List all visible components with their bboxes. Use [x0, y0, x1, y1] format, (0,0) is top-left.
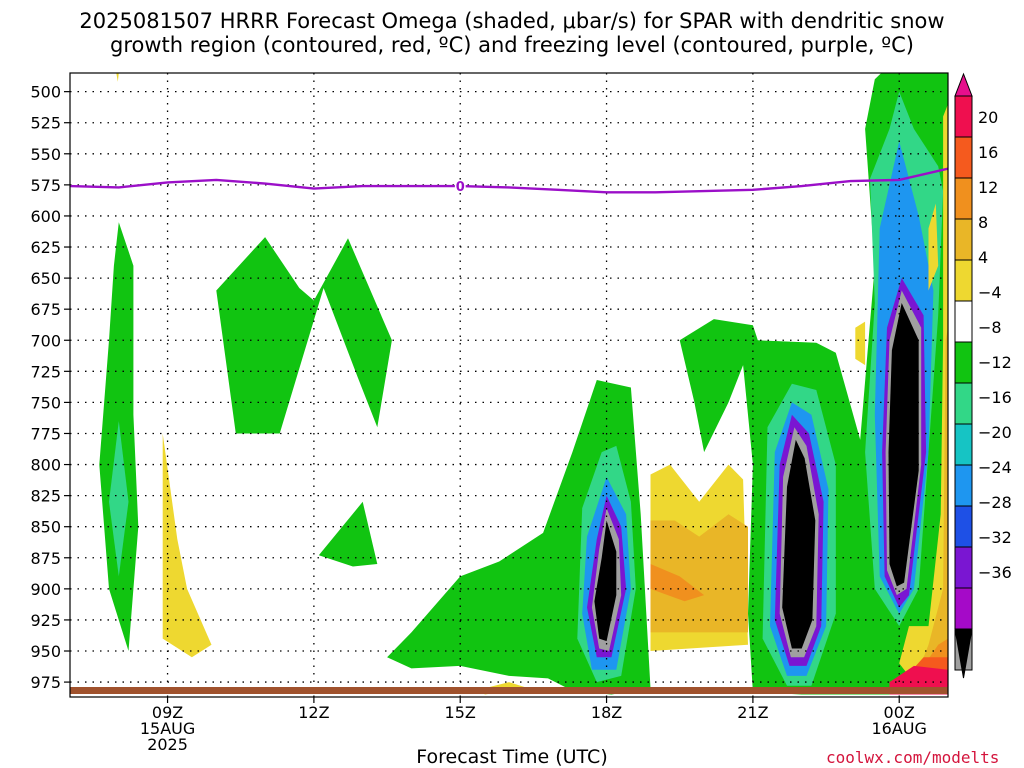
x-tick-label: 16AUG	[872, 719, 927, 738]
y-tick-label: 775	[30, 424, 61, 443]
omega-region-10	[594, 520, 617, 642]
colorbar-top-triangle	[954, 72, 973, 97]
y-tick-label: 825	[30, 487, 61, 506]
y-tick-label: 525	[30, 114, 61, 133]
colorbar-label: 4	[978, 248, 988, 267]
omega-region-12	[650, 514, 748, 633]
freezing-level-label: 0	[456, 180, 465, 195]
freezing-level-line	[70, 167, 948, 194]
colorbar-label: 8	[978, 213, 988, 232]
y-tick-label: 975	[30, 673, 61, 692]
colorbar-label: −28	[978, 493, 1012, 512]
chart-title-line1: 2025081507 HRRR Forecast Omega (shaded, …	[79, 9, 945, 33]
plot-frame	[69, 72, 949, 698]
freezing-level-contour: 0	[70, 167, 948, 197]
omega-region-4	[318, 501, 378, 567]
surface-ground-bar	[70, 687, 948, 694]
omega-region-2	[162, 433, 212, 658]
y-tick-label: 800	[30, 456, 61, 475]
omega-region-26	[918, 327, 948, 695]
omega-region-33	[116, 73, 119, 82]
x-tick-label: 12Z	[298, 703, 329, 722]
x-tick-label: 21Z	[737, 703, 768, 722]
omega-region-30	[855, 321, 866, 366]
colorbar-swatch	[954, 300, 973, 343]
colorbar-label: −24	[978, 458, 1012, 477]
chart-title-line2: growth region (contoured, red, ºC) and f…	[110, 33, 914, 57]
colorbar-swatch	[954, 136, 973, 179]
source-credit: coolwx.com/modelts	[826, 748, 1000, 767]
y-tick-label: 575	[30, 176, 61, 195]
y-tick-label: 625	[30, 238, 61, 257]
colorbar-swatch	[954, 218, 973, 261]
colorbar-label: −20	[978, 423, 1012, 442]
omega-region-24	[888, 303, 919, 587]
x-tick-label: 18Z	[591, 703, 622, 722]
y-tick-label: 750	[30, 393, 61, 412]
x-tick-label: 00Z	[884, 703, 915, 722]
surface-bar	[70, 687, 948, 694]
y-tick-label: 950	[30, 642, 61, 661]
colorbar-label: −16	[978, 388, 1012, 407]
y-tick-label: 725	[30, 362, 61, 381]
x-tick-label: 15Z	[445, 703, 476, 722]
y-tick-label: 600	[30, 207, 61, 226]
colorbar-label: −8	[978, 318, 1002, 337]
colorbar-swatch	[954, 259, 973, 302]
x-axis-title: Forecast Time (UTC)	[416, 746, 608, 768]
x-tick-label: 09Z	[152, 703, 183, 722]
colorbar-swatch	[954, 587, 973, 630]
y-tick-label: 925	[30, 611, 61, 630]
y-tick-label: 500	[30, 83, 61, 102]
colorbar-swatch	[954, 464, 973, 507]
colorbar: 20 16 12 8 4 −4 −8 −12 −16 −20 −24 −28 −32 −36	[954, 72, 1012, 679]
colorbar-swatch	[954, 382, 973, 425]
y-tick-label: 675	[30, 300, 61, 319]
omega-region-19	[782, 439, 816, 649]
colorbar-label: 20	[978, 108, 998, 127]
x-tick-label: 2025	[147, 735, 188, 754]
y-tick-label: 650	[30, 269, 61, 288]
x-tick-label: 15AUG	[140, 719, 195, 738]
colorbar-label: −32	[978, 528, 1012, 547]
colorbar-label: −12	[978, 353, 1012, 372]
y-tick-label: 550	[30, 145, 61, 164]
colorbar-label: 12	[978, 178, 998, 197]
plot-border	[69, 72, 949, 698]
colorbar-label: −4	[978, 283, 1002, 302]
y-axis-ticks: 500 525 550 575 600 625 650 675 700 725 750 775 800 8…	[30, 83, 70, 692]
colorbar-swatch	[954, 423, 973, 466]
colorbar-swatch	[954, 95, 973, 138]
y-tick-label: 700	[30, 331, 61, 350]
y-tick-label: 900	[30, 580, 61, 599]
colorbar-swatch	[954, 341, 973, 384]
y-tick-label: 850	[30, 518, 61, 537]
y-tick-label: 875	[30, 549, 61, 568]
colorbar-label: −36	[978, 563, 1012, 582]
omega-region-13	[650, 564, 705, 602]
omega-region-3	[216, 237, 392, 434]
colorbar-swatch	[954, 546, 973, 589]
colorbar-swatch	[954, 177, 973, 220]
omega-region-1	[109, 421, 129, 577]
shaded-regions	[99, 73, 948, 695]
colorbar-label: 16	[978, 143, 998, 162]
colorbar-bottom-triangle	[954, 628, 973, 679]
colorbar-swatch	[954, 505, 973, 548]
